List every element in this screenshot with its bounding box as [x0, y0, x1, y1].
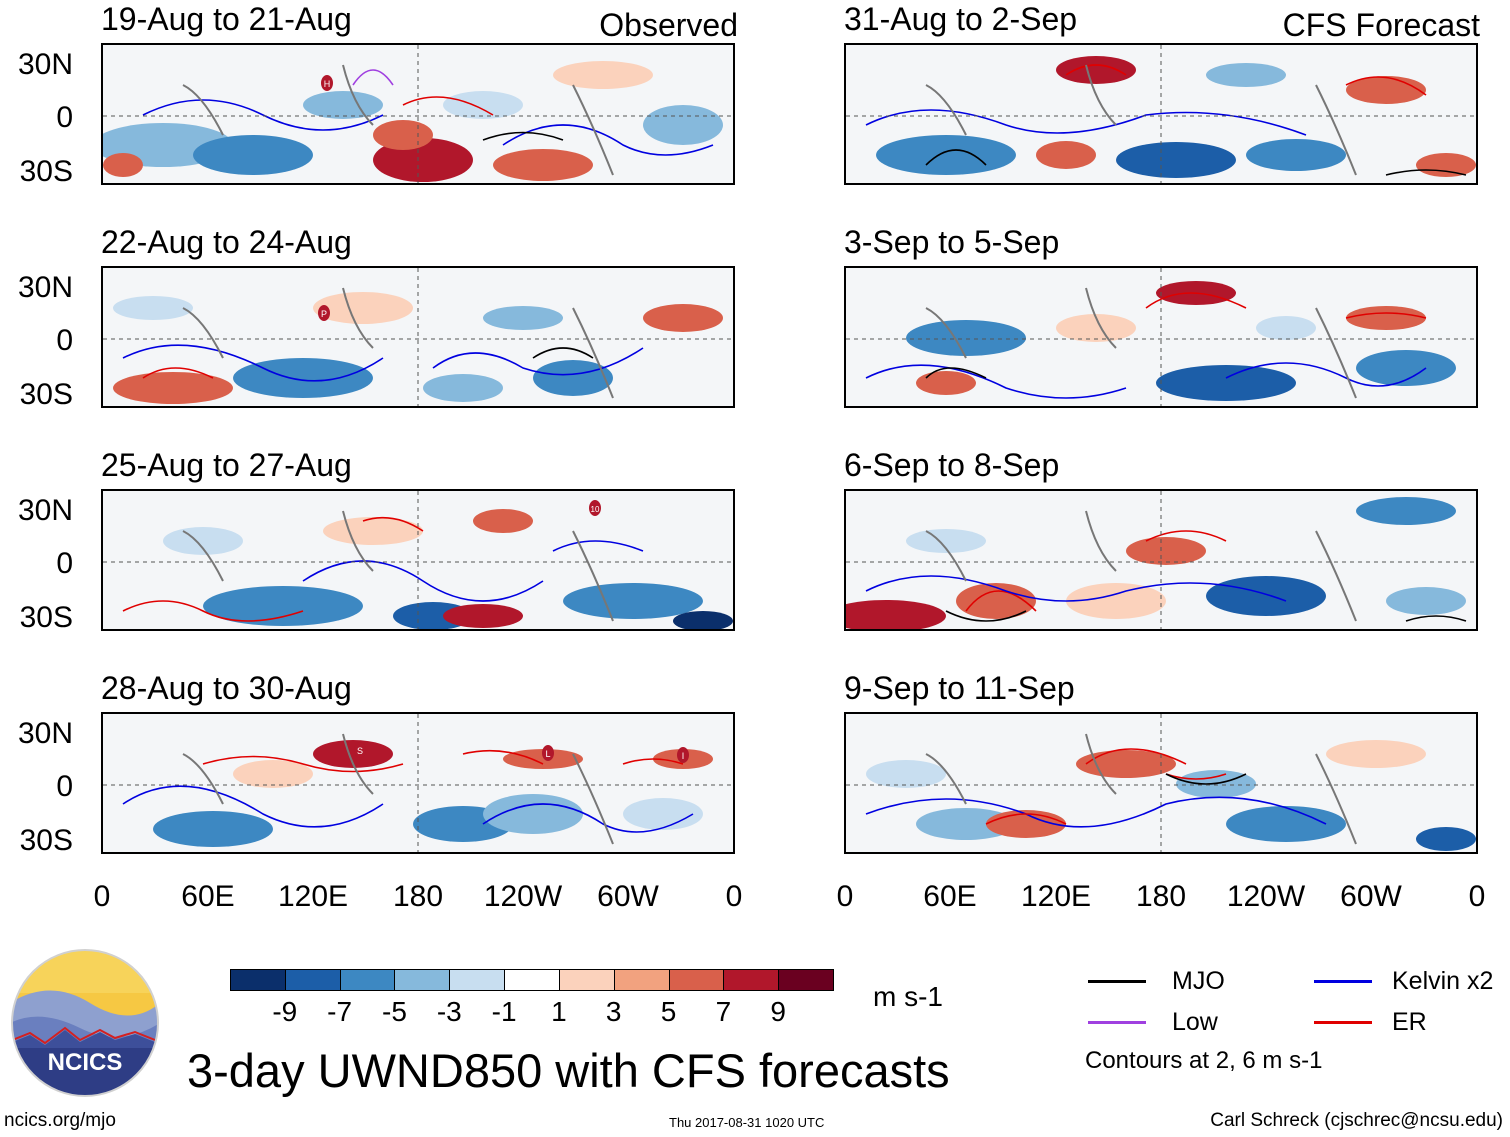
- colorbar-swatch: [613, 969, 670, 991]
- ytick-30s-r1: 30S: [19, 155, 73, 188]
- storm-marker-h: H: [324, 79, 331, 89]
- panel-title-fcst-2: 3-Sep to 5-Sep: [844, 224, 1060, 260]
- colorbar-swatch: [230, 969, 286, 991]
- ytick-30n-r2: 30N: [17, 271, 73, 304]
- ytick-0-r3: 0: [56, 547, 73, 580]
- legend-low-line: [1088, 1021, 1146, 1024]
- colorbar-swatch: [558, 969, 615, 991]
- colorbar-swatch: [284, 969, 341, 991]
- map-panel-obs-2: P: [101, 266, 735, 408]
- colorbar-tick-label: 1: [551, 996, 567, 1027]
- storm-marker-i: I: [682, 751, 685, 761]
- colorbar-swatch: [504, 969, 560, 991]
- colorbar-swatch: [449, 969, 506, 991]
- ytick-30s-r2: 30S: [19, 378, 73, 411]
- legend-er-line: [1314, 1021, 1372, 1024]
- panel-title-fcst-4: 9-Sep to 11-Sep: [844, 670, 1075, 706]
- colorbar-tick-label: 5: [660, 996, 677, 1027]
- ncics-logo: NCICS: [10, 948, 160, 1098]
- ytick-30s-r3: 30S: [19, 601, 73, 634]
- ytick-0-r2: 0: [56, 324, 73, 357]
- panel-title-obs-1: 19-Aug to 21-Aug: [101, 1, 352, 37]
- panel-title-obs-3: 25-Aug to 27-Aug: [101, 447, 352, 483]
- logo-text: NCICS: [48, 1049, 123, 1076]
- colorbar-tick-label: 3: [605, 996, 622, 1027]
- colorbar-tick-label: -9: [272, 996, 298, 1027]
- ytick-30n-r3: 30N: [17, 494, 73, 527]
- xtick-0e-right: 0: [1468, 880, 1486, 913]
- ncics-url: ncics.org/mjo: [4, 1110, 116, 1131]
- colorbar-swatch: [778, 969, 834, 991]
- xtick-60e-left: 60E: [181, 880, 235, 913]
- colorbar-tick-label: -1: [491, 996, 517, 1027]
- map-panel-obs-4: S L I: [101, 712, 735, 854]
- storm-marker-p: P: [321, 309, 327, 319]
- xtick-120e-left: 120E: [277, 880, 349, 913]
- timestamp: Thu 2017-08-31 1020 UTC: [669, 1115, 825, 1130]
- map-panel-obs-1: H: [101, 43, 735, 185]
- legend-contour-note: Contours at 2, 6 m s-1: [1085, 1047, 1323, 1074]
- colorbar-tick-label: 7: [715, 996, 732, 1027]
- observed-label: Observed: [599, 7, 738, 43]
- cfs-forecast-label: CFS Forecast: [1282, 7, 1480, 43]
- ytick-30n-r4: 30N: [17, 717, 73, 750]
- colorbar-tick-label: -3: [436, 996, 462, 1027]
- legend-mjo-line: [1088, 980, 1146, 983]
- xtick-60w-left: 60W: [597, 880, 659, 913]
- panel-title-obs-2: 22-Aug to 24-Aug: [101, 224, 352, 260]
- map-panel-obs-3: 10: [101, 489, 735, 631]
- colorbar-swatch: [394, 969, 451, 991]
- xtick-120e-right: 120E: [1020, 880, 1092, 913]
- map-panel-fcst-1: [844, 43, 1478, 185]
- legend-er-label: ER: [1392, 1008, 1427, 1036]
- xtick-0-right: 0: [836, 880, 854, 913]
- xtick-120w-left: 120W: [483, 880, 563, 913]
- colorbar-swatch: [723, 969, 780, 991]
- colorbar-swatch: [339, 969, 396, 991]
- xtick-60e-right: 60E: [923, 880, 977, 913]
- map-panel-fcst-3: [844, 489, 1478, 631]
- xtick-0e-left: 0: [725, 880, 743, 913]
- colorbar-swatch: [668, 969, 725, 991]
- map-panel-fcst-2: [844, 266, 1478, 408]
- xtick-0-left: 0: [93, 880, 111, 913]
- storm-marker-l: L: [545, 749, 550, 759]
- panel-title-obs-4: 28-Aug to 30-Aug: [101, 670, 352, 706]
- xtick-180-right: 180: [1135, 880, 1187, 913]
- panel-title-fcst-3: 6-Sep to 8-Sep: [844, 447, 1060, 483]
- ytick-30n-r1: 30N: [17, 48, 73, 81]
- legend-low-label: Low: [1172, 1008, 1218, 1036]
- legend-kelvin-label: Kelvin x2: [1392, 967, 1494, 995]
- colorbar-tick-label: -7: [327, 996, 353, 1027]
- ytick-30s-r4: 30S: [19, 824, 73, 857]
- author-credit: Carl Schreck (cjschrec@ncsu.edu): [1210, 1110, 1503, 1131]
- map-panel-fcst-4: [844, 712, 1478, 854]
- ytick-0-r4: 0: [56, 770, 73, 803]
- xtick-60w-right: 60W: [1340, 880, 1402, 913]
- xtick-180-left: 180: [392, 880, 444, 913]
- legend-mjo-label: MJO: [1172, 967, 1225, 995]
- colorbar-unit: m s-1: [873, 981, 943, 1012]
- colorbar-tick-label: 9: [770, 996, 786, 1027]
- legend-kelvin-line: [1314, 980, 1372, 983]
- xtick-120w-right: 120W: [1226, 880, 1306, 913]
- colorbar-tick-label: -5: [382, 996, 407, 1027]
- ytick-0-r1: 0: [56, 101, 73, 134]
- figure-title: 3-day UWND850 with CFS forecasts: [187, 1044, 950, 1097]
- storm-marker-s: S: [357, 746, 363, 756]
- storm-marker-10: 10: [591, 505, 600, 514]
- panel-title-fcst-1: 31-Aug to 2-Sep: [844, 1, 1078, 37]
